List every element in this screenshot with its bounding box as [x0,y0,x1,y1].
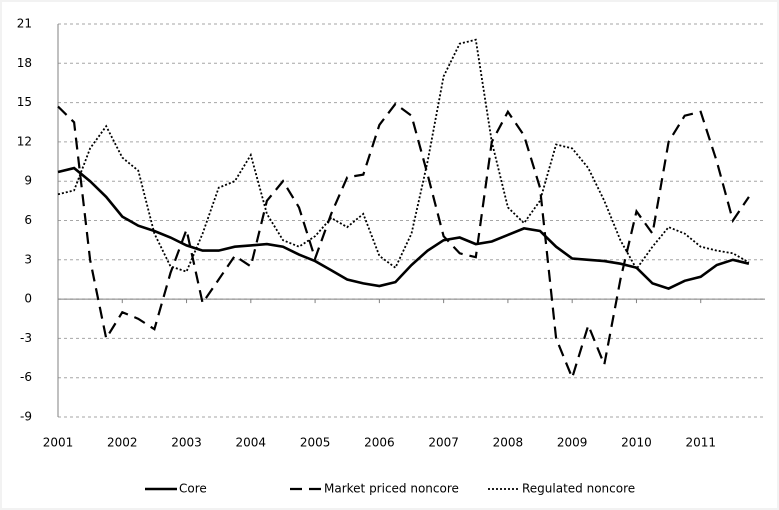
x-tick-label: 2001 [43,436,74,450]
legend-label: Regulated noncore [522,482,635,496]
y-tick-label: 15 [17,95,32,109]
series-line [57,38,750,273]
x-tick-label: 2011 [685,436,716,450]
x-tick-label: 2009 [557,436,588,450]
x-tick-label: 2005 [300,436,331,450]
x-tick-label: 2004 [236,436,267,450]
x-tick-label: 2002 [107,436,138,450]
x-tick-label: 2008 [493,436,524,450]
y-tick-label: -3 [20,331,32,345]
y-tick-label: 3 [24,252,32,266]
x-tick-label: 2006 [364,436,395,450]
legend-label: Market priced noncore [324,482,459,496]
y-tick-label: 6 [24,213,32,227]
y-tick-label: -6 [20,370,32,384]
x-tick-label: 2003 [171,436,202,450]
y-tick-label: 0 [24,292,32,306]
y-tick-label: 18 [17,56,32,70]
legend-label: Core [179,482,207,496]
y-tick-label: -9 [20,410,32,424]
y-tick-label: 12 [17,134,32,148]
y-tick-label: 9 [24,174,32,188]
series-line [57,166,750,290]
series-line [57,102,750,381]
x-tick-label: 2010 [621,436,652,450]
y-tick-label: 21 [17,17,32,31]
x-tick-label: 2007 [428,436,459,450]
